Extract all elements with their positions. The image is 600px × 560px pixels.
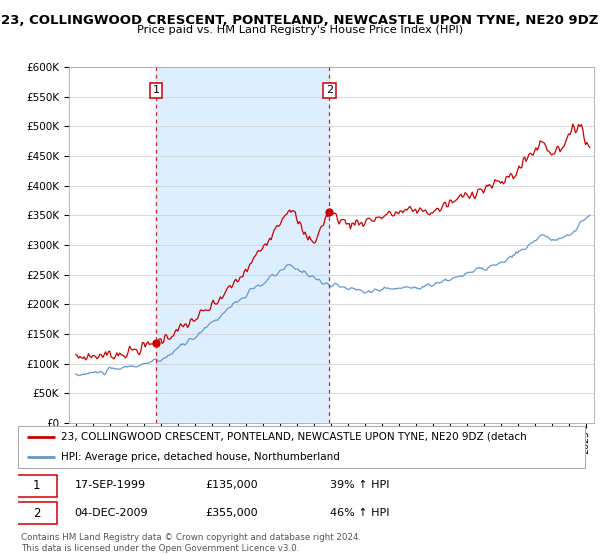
Text: Contains HM Land Registry data © Crown copyright and database right 2024.
This d: Contains HM Land Registry data © Crown c… (21, 533, 361, 553)
Text: 23, COLLINGWOOD CRESCENT, PONTELAND, NEWCASTLE UPON TYNE, NE20 9DZ (detach: 23, COLLINGWOOD CRESCENT, PONTELAND, NEW… (61, 432, 526, 442)
Bar (156, 67, 329, 423)
Text: 1: 1 (152, 85, 160, 95)
Text: 1: 1 (33, 479, 40, 492)
FancyBboxPatch shape (17, 502, 56, 524)
FancyBboxPatch shape (17, 475, 56, 497)
Text: 2: 2 (33, 507, 40, 520)
Text: Price paid vs. HM Land Registry's House Price Index (HPI): Price paid vs. HM Land Registry's House … (137, 25, 463, 35)
Text: 39% ↑ HPI: 39% ↑ HPI (330, 480, 389, 491)
Text: 04-DEC-2009: 04-DEC-2009 (75, 508, 148, 518)
Text: 46% ↑ HPI: 46% ↑ HPI (330, 508, 389, 518)
Text: HPI: Average price, detached house, Northumberland: HPI: Average price, detached house, Nort… (61, 452, 340, 462)
Text: 23, COLLINGWOOD CRESCENT, PONTELAND, NEWCASTLE UPON TYNE, NE20 9DZ: 23, COLLINGWOOD CRESCENT, PONTELAND, NEW… (1, 14, 599, 27)
Text: £355,000: £355,000 (205, 508, 258, 518)
Text: 17-SEP-1999: 17-SEP-1999 (75, 480, 146, 491)
Text: £135,000: £135,000 (205, 480, 258, 491)
Text: 2: 2 (326, 85, 333, 95)
